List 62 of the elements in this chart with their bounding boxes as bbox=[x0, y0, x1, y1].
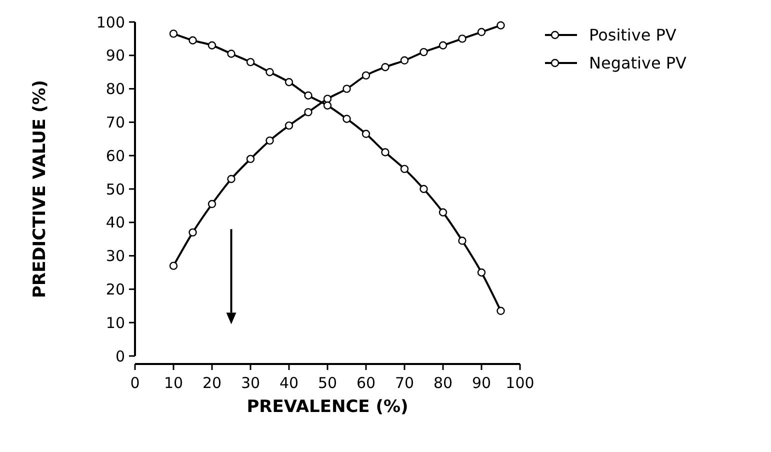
y-tick-label: 40 bbox=[106, 214, 125, 232]
point bbox=[477, 28, 486, 36]
point bbox=[266, 68, 274, 76]
point bbox=[169, 30, 178, 38]
y-axis-title: PREDICTIVE VALUE (%) bbox=[30, 80, 50, 298]
point bbox=[400, 56, 409, 65]
point bbox=[342, 114, 351, 123]
x-tick-label: 100 bbox=[506, 374, 534, 392]
point bbox=[458, 34, 466, 43]
y-tick-label: 60 bbox=[106, 146, 125, 165]
y-tick-label: 0 bbox=[115, 347, 125, 366]
x-tick-label: 0 bbox=[130, 374, 140, 392]
point bbox=[208, 200, 216, 208]
x-tick-label: 40 bbox=[279, 374, 299, 392]
point bbox=[246, 58, 255, 66]
point bbox=[438, 41, 448, 50]
point bbox=[284, 78, 294, 86]
point bbox=[400, 164, 409, 174]
point bbox=[477, 268, 486, 277]
point bbox=[420, 48, 428, 56]
point bbox=[362, 130, 370, 138]
x-tick-label: 70 bbox=[394, 374, 414, 392]
x-axis-title: PREVALENCE (%) bbox=[246, 397, 408, 417]
legend-label: Negative PV bbox=[589, 54, 687, 73]
x-tick-label: 30 bbox=[240, 374, 260, 392]
point bbox=[188, 228, 197, 237]
point bbox=[323, 94, 332, 103]
y-tick-label: 100 bbox=[96, 13, 125, 32]
point bbox=[342, 84, 351, 93]
point bbox=[323, 101, 332, 110]
y-tick-label: 30 bbox=[106, 247, 125, 266]
x-tick-label: 60 bbox=[356, 374, 376, 392]
y-tick-label: 20 bbox=[106, 280, 125, 298]
x-tick-label: 50 bbox=[318, 374, 338, 392]
point bbox=[381, 148, 390, 156]
point bbox=[381, 62, 390, 72]
x-tick-label: 80 bbox=[433, 374, 453, 392]
point bbox=[496, 306, 505, 316]
legend-label: Positive PV bbox=[589, 26, 676, 45]
point bbox=[438, 208, 448, 216]
point bbox=[304, 108, 312, 116]
y-tick-label: 50 bbox=[106, 180, 125, 198]
point bbox=[304, 91, 312, 100]
point bbox=[284, 121, 294, 130]
point bbox=[188, 36, 197, 44]
x-tick-label: 90 bbox=[472, 374, 492, 392]
point bbox=[227, 50, 236, 58]
point bbox=[169, 262, 178, 270]
point bbox=[227, 174, 236, 184]
point bbox=[266, 136, 274, 145]
x-tick-label: 20 bbox=[202, 374, 222, 392]
point bbox=[496, 21, 505, 30]
point bbox=[362, 71, 370, 80]
x-tick-label: 10 bbox=[164, 374, 184, 392]
point bbox=[420, 184, 428, 194]
point bbox=[208, 41, 216, 50]
point bbox=[458, 236, 466, 245]
y-tick-label: 10 bbox=[106, 314, 125, 332]
y-tick-label: 70 bbox=[106, 113, 125, 132]
point bbox=[246, 154, 255, 164]
y-tick-label: 90 bbox=[106, 46, 125, 65]
y-tick-label: 80 bbox=[106, 80, 125, 98]
